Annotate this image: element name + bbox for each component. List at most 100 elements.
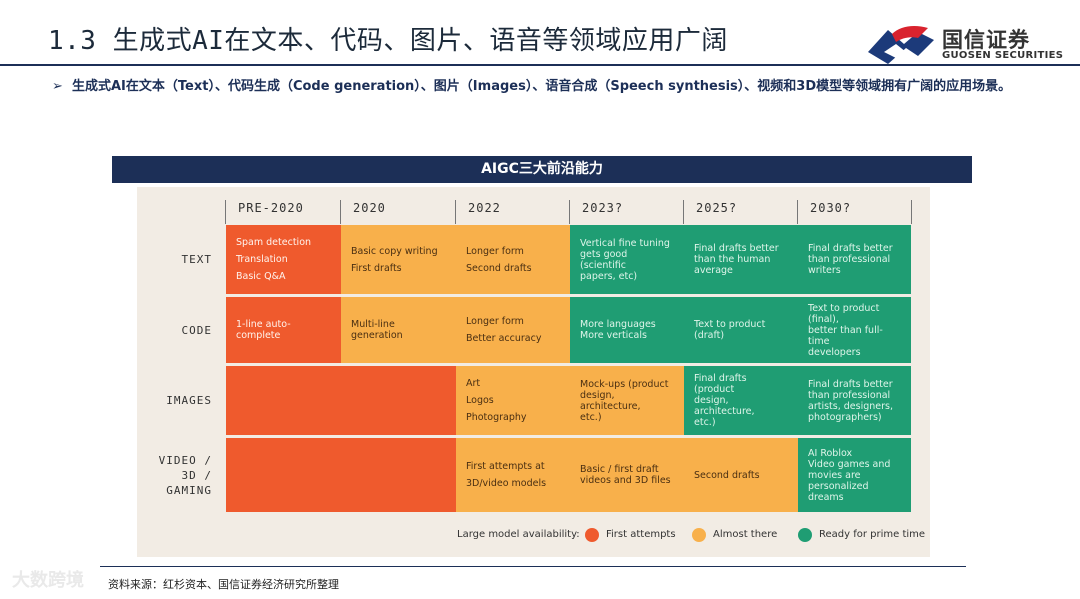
capability-cell: Text to product (final), better than full… [798,297,911,363]
cell-text: AI Roblox [808,447,853,459]
cell-text: artists, designers, [808,400,893,412]
cell-text: More verticals [580,330,647,341]
capability-cell: Basic copy writing First drafts [341,225,456,294]
capability-cell: Final drafts better than professional arti… [798,366,911,435]
column-divider [911,200,912,224]
column-divider [797,200,798,224]
legend-title: Large model availability: [457,529,580,540]
column-divider [683,200,684,224]
cell-text: Final drafts (product [694,373,747,395]
footer-divider [100,566,966,567]
cell-text: Longer form [466,316,524,327]
cell-text: Better accuracy [466,333,542,344]
capability-cell: Basic / first draft videos and 3D files [570,438,684,512]
panel-title: AIGC三大前沿能力 [112,156,972,183]
column-divider [225,200,226,224]
cell-text: Second drafts [466,262,532,274]
cell-text: Mock-ups (product [580,378,669,390]
row-label-line: GAMING [166,483,212,497]
column-divider [569,200,570,224]
source-note: 资料来源：红杉资本、国信证券经济研究所整理 [108,578,339,591]
cell-text: 1-line auto-complete [236,319,291,341]
cell-text: average [694,265,733,276]
guosen-logo-icon [868,26,934,64]
cell-text: Vertical fine tuning [580,237,670,249]
cell-text: better than full-time [808,324,883,347]
legend-label: Almost there [713,529,778,540]
cell-text: Logos [466,395,494,406]
column-divider [455,200,456,224]
capability-cell: Text to product (draft) [684,297,798,363]
cell-text: photographers) [808,411,882,423]
logo-name-cn: 国信证券 [942,28,1030,52]
cell-text: Second drafts [694,469,760,481]
capability-cell [341,366,456,435]
cell-text: 3D/video models [466,478,547,489]
row-label: TEXT [150,252,212,267]
watermark: 大数跨境 [12,570,84,591]
column-header: 2030? [810,201,852,215]
capability-cell: Second drafts [684,438,798,512]
legend-label: Ready for prime time [819,529,926,540]
legend-label: First attempts [606,529,676,540]
cell-text: Basic Q&A [236,271,286,282]
legend-swatch [692,528,706,542]
row-label-line: 3D / [181,468,212,482]
cell-text: writers [808,265,841,276]
capability-cell: Final drafts better than the human average [684,225,798,294]
row-label: VIDEO /3D / GAMING [150,453,212,498]
cell-text: papers, etc) [580,270,638,282]
column-divider [340,200,341,224]
cell-text: Spam detection [236,237,312,248]
cell-text: Video games and [808,458,891,470]
cell-text: Basic / first draft [580,464,659,475]
capability-cell: Vertical fine tuning gets good (scientifi… [570,225,684,294]
row-label-line: CODE [181,323,212,337]
bullet-text: 生成式AI在文本（Text）、代码生成（Code generation）、图片（… [72,79,1012,94]
capability-cell: 1-line auto-complete [226,297,341,363]
cell-text: Final drafts better [808,378,893,390]
cell-text: Text to product (final), [808,302,880,325]
cell-text: than professional [808,254,891,265]
legend-swatch [798,528,812,542]
title-underline [0,64,1080,66]
capability-cell: Longer form Better accuracy [456,297,570,363]
column-header: 2020 [353,201,386,215]
row-label-line: TEXT [181,253,212,266]
capability-cell: Longer form Second drafts [456,225,570,294]
capability-cell: AI Roblox Video games and movies are person… [798,438,911,512]
capability-cell: Final drafts better than professional writ… [798,225,911,294]
cell-text: Final drafts better [694,243,779,254]
guosen-logo: 国信证券 GUOSEN SECURITIES [866,22,1066,66]
row-label-line: IMAGES [166,394,212,407]
cell-text: design, architecture, [694,395,755,417]
capability-cell: Spam detection Translation Basic Q&A [226,225,341,294]
cell-text: etc.) [580,411,602,423]
cell-text: Final drafts better [808,243,893,254]
column-header: 2025? [696,201,738,215]
cell-text: videos and 3D files [580,475,671,486]
slide-title: 1.3 生成式AI在文本、代码、图片、语音等领域应用广阔 [48,26,728,56]
cell-text: First drafts [351,262,402,274]
logo-name-en: GUOSEN SECURITIES [942,50,1064,61]
cell-text: than professional [808,389,891,401]
cell-text: Photography [466,412,527,423]
capability-cell: Final drafts (product design, architectur… [684,366,798,435]
row-label: CODE [150,323,212,338]
bullet-arrow-icon: ➢ [52,79,63,94]
capability-cell [341,438,456,512]
column-header: PRE-2020 [238,201,304,215]
cell-text: Translation [236,254,288,265]
cell-text: etc.) [694,417,716,428]
cell-text: movies are [808,469,861,481]
cell-text: Multi-line generation [351,319,403,341]
cell-text: More languages [580,319,656,330]
cell-text: gets good (scientific [580,248,628,271]
capability-cell: Art Logos Photography [456,366,570,435]
column-header: 2022 [468,201,501,215]
cell-text: Art [466,378,481,389]
row-label-line: VIDEO / [158,453,212,467]
row-label: IMAGES [150,393,212,408]
cell-text: personalized dreams [808,480,869,503]
cell-text: design, architecture, [580,389,641,412]
